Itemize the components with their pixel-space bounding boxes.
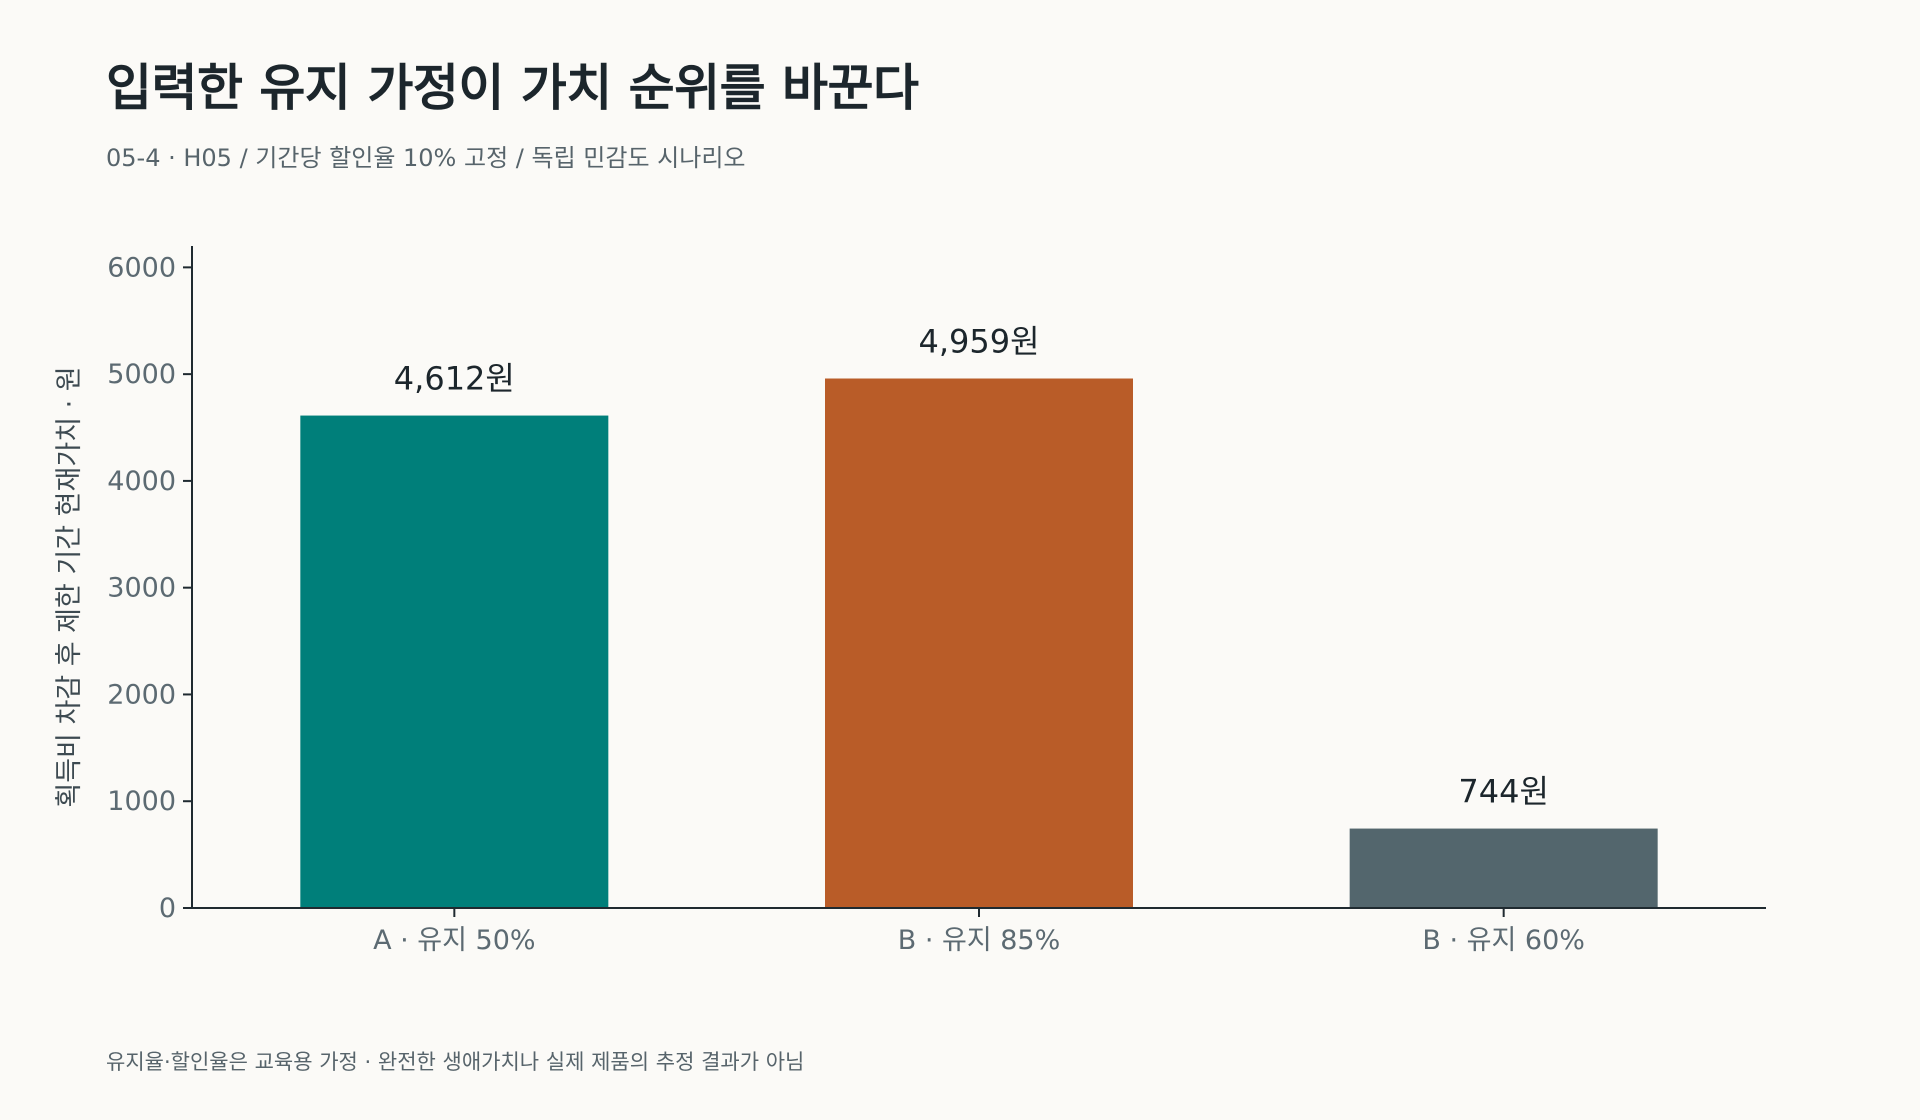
bars — [300, 378, 1658, 908]
footnote: 유지율·할인율은 교육용 가정 · 완전한 생애가치나 실제 제품의 추정 결과… — [106, 1050, 805, 1074]
bar — [300, 415, 609, 908]
y-tick-label: 4000 — [107, 466, 176, 497]
x-tick-label: A · 유지 50% — [373, 925, 536, 956]
y-tick-label: 3000 — [107, 573, 176, 604]
y-tick-label: 5000 — [107, 359, 176, 390]
bar-value-label: 4,959원 — [918, 323, 1039, 361]
chart-subtitle: 05-4 · H05 / 기간당 할인율 10% 고정 / 독립 민감도 시나리… — [106, 144, 746, 172]
value-labels: 4,612원 4,959원 744원 — [394, 323, 1549, 811]
bar — [825, 378, 1133, 908]
y-axis-title: 획득비 차감 후 제한 기간 현재가치 · 원 — [54, 366, 85, 807]
y-tick-label: 6000 — [107, 252, 176, 283]
bar — [1349, 828, 1658, 908]
x-tick-label: B · 유지 60% — [1422, 925, 1585, 956]
x-axis-ticks: A · 유지 50% B · 유지 85% B · 유지 60% — [373, 908, 1585, 956]
y-tick-label: 2000 — [107, 679, 176, 710]
bar-value-label: 744원 — [1458, 773, 1549, 811]
chart-title: 입력한 유지 가정이 가치 순위를 바꾼다 — [106, 59, 919, 117]
y-axis-ticks: 0 1000 2000 3000 4000 5000 6000 — [107, 252, 192, 924]
x-tick-label: B · 유지 85% — [898, 925, 1061, 956]
y-tick-label: 0 — [159, 893, 176, 924]
y-tick-label: 1000 — [107, 786, 176, 817]
bar-value-label: 4,612원 — [394, 360, 515, 398]
